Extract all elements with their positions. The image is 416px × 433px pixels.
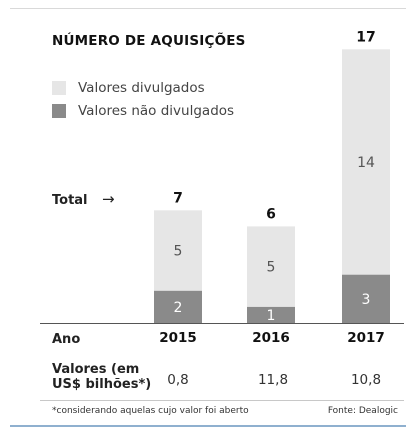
source-note: Fonte: Dealogic: [327, 406, 398, 416]
legend-item-disclosed: Valores divulgados: [52, 80, 205, 96]
bar-disclosed-2015: [154, 210, 202, 291]
year-row-label: Ano: [52, 332, 81, 347]
legend-swatch-undisclosed: [52, 104, 66, 118]
year-label-2017: 2017: [347, 330, 385, 346]
legend-label-disclosed: Valores divulgados: [78, 80, 205, 96]
bar-label-undisclosed-2017: 3: [362, 292, 371, 308]
bar-undisclosed-2016: [247, 306, 295, 323]
footer-separator: [40, 400, 404, 401]
bar-undisclosed-2015: [154, 290, 202, 323]
bar-label-disclosed-2016: 5: [267, 260, 276, 276]
total-label: Total →: [52, 190, 115, 209]
bar-label-undisclosed-2015: 2: [174, 300, 183, 316]
value-2017: 10,8: [350, 372, 382, 388]
values-row-label-line1: Valores (em: [52, 362, 140, 377]
bar-disclosed-2016: [247, 226, 295, 307]
bar-label-undisclosed-2016: 1: [267, 308, 276, 324]
footnote: *considerando aquelas cujo valor foi abe…: [52, 406, 249, 416]
legend-item-undisclosed: Valores não divulgados: [52, 103, 234, 119]
top-rule: [10, 8, 406, 9]
total-arrow-icon: →: [102, 190, 115, 208]
bar-disclosed-2017: [342, 49, 390, 275]
x-axis-line: [40, 323, 404, 324]
chart-title: NÚMERO DE AQUISIÇÕES: [52, 33, 246, 49]
values-row-label-line2: US$ bilhões*): [52, 377, 152, 392]
legend-label-undisclosed: Valores não divulgados: [78, 103, 235, 119]
total-label-2015: 7: [173, 190, 183, 206]
bar-label-disclosed-2017: 14: [357, 155, 375, 171]
value-2016: 11,8: [257, 372, 289, 388]
bottom-rule: [10, 425, 406, 427]
total-label-2017: 17: [356, 29, 375, 45]
year-label-2015: 2015: [159, 330, 197, 346]
legend-swatch-disclosed: [52, 81, 66, 95]
total-label-2016: 6: [266, 206, 276, 222]
year-label-2016: 2016: [252, 330, 290, 346]
value-2015: 0,8: [167, 372, 189, 388]
bar-label-disclosed-2015: 5: [174, 244, 183, 260]
bar-undisclosed-2017: [342, 274, 390, 323]
